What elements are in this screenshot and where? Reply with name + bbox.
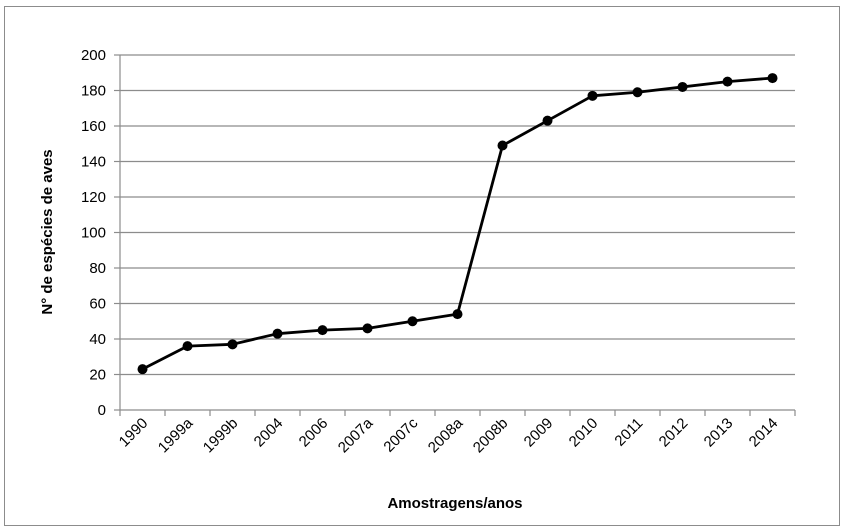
y-tick-label: 180 xyxy=(81,83,106,100)
y-tick-label: 60 xyxy=(89,296,106,313)
x-tick-label: 2006 xyxy=(296,415,332,451)
x-tick-label: 2012 xyxy=(656,415,692,451)
x-tick-label: 1990 xyxy=(116,415,152,451)
y-tick-label: 40 xyxy=(89,331,106,348)
chart-frame xyxy=(4,6,840,526)
x-tick-label: 2007c xyxy=(380,414,421,455)
data-series xyxy=(137,73,778,375)
data-point xyxy=(272,328,283,339)
y-tick-label: 100 xyxy=(81,225,106,242)
x-tick-label: 1999a xyxy=(155,414,197,456)
y-axis-title: N° de espécies de aves xyxy=(39,149,56,314)
data-point xyxy=(542,115,553,126)
grid-lines xyxy=(120,54,795,376)
y-tick-label: 200 xyxy=(81,47,106,64)
data-point xyxy=(722,76,733,87)
y-tick-labels: 0 20 40 60 80 100 120 140 160 180 200 xyxy=(81,47,106,419)
x-tick-label: 2008b xyxy=(470,415,512,457)
y-tick-label: 20 xyxy=(89,367,106,384)
data-point xyxy=(227,339,238,350)
x-tick-label: 2014 xyxy=(746,415,782,451)
data-point xyxy=(317,325,328,336)
series-line xyxy=(141,76,773,371)
x-axis-title: Amostragens/anos xyxy=(387,495,522,512)
data-point xyxy=(632,87,643,98)
x-tick-label: 2011 xyxy=(611,415,646,450)
x-tick-label: 2007a xyxy=(335,414,377,456)
y-tick-label: 140 xyxy=(81,154,106,171)
x-tick-label: 2008a xyxy=(425,414,467,456)
x-tick-label: 1999b xyxy=(200,415,242,457)
x-tick-labels: 1990 1999a 1999b 2004 2006 2007a 2007c 2008a 200… xyxy=(116,414,782,456)
data-point xyxy=(587,90,598,101)
data-point xyxy=(677,81,688,92)
y-tick-label: 120 xyxy=(81,189,106,206)
data-point xyxy=(362,323,373,334)
data-point xyxy=(497,140,508,151)
y-tick-label: 0 xyxy=(98,402,106,419)
data-point xyxy=(137,364,148,375)
y-tick-label: 80 xyxy=(89,260,106,277)
x-tick-label: 2009 xyxy=(521,415,557,451)
data-point xyxy=(767,73,778,84)
x-tick-label: 2004 xyxy=(251,415,287,451)
data-point xyxy=(452,309,463,320)
axes xyxy=(114,54,796,416)
y-tick-label: 160 xyxy=(81,118,106,135)
data-point xyxy=(407,316,418,327)
x-tick-label: 2010 xyxy=(566,415,602,451)
data-point xyxy=(182,341,193,352)
x-tick-label: 2013 xyxy=(701,415,737,451)
